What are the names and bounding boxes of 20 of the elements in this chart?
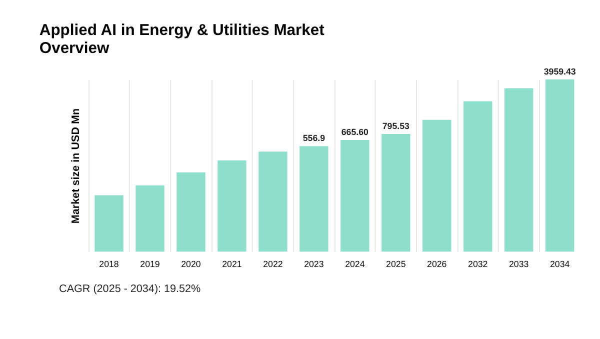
data-label: 665.60 [341, 127, 369, 138]
data-label: 556.9 [302, 133, 326, 144]
x-tick-label: 2024 [345, 258, 365, 269]
text: Overview [39, 40, 110, 57]
x-tick-label: 2026 [427, 258, 447, 269]
x-tick-label: 2018 [99, 258, 119, 269]
x-tick-label: 2033 [509, 258, 529, 269]
x-tick-label: 2034 [550, 258, 570, 269]
x-tick-label: 2025 [386, 258, 406, 269]
text: CAGR (2025 - 2034): 19.52% [59, 282, 202, 295]
x-tick-label: 2023 [304, 258, 324, 269]
text: Applied AI in Energy & Utilities Market [39, 22, 324, 40]
data-label: 795.53 [382, 121, 410, 132]
x-tick-label: 2019 [140, 258, 160, 269]
x-tick-label: 2021 [222, 258, 242, 269]
y-axis-title: Market size in USD Mn [70, 108, 82, 224]
x-tick-label: 2022 [263, 258, 283, 269]
x-tick-label: 2032 [468, 258, 488, 269]
x-tick-label: 2020 [181, 258, 201, 269]
data-label: 3959.43 [544, 66, 576, 77]
